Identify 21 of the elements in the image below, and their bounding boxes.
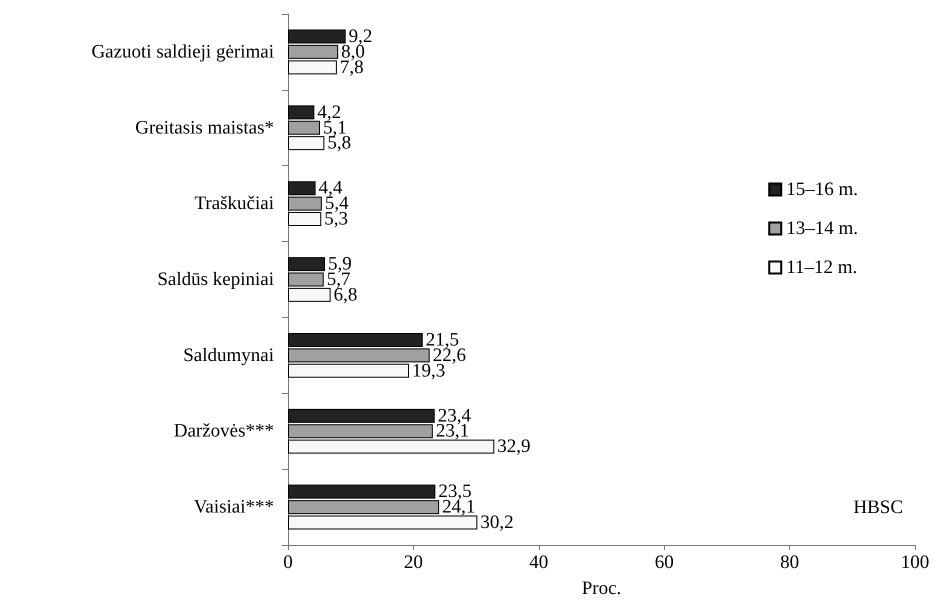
data-label: 30,2 [480,512,514,533]
legend-label: 11–12 m. [786,257,858,278]
x-tick-label: 100 [900,552,930,573]
legend-label: 15–16 m. [786,179,858,200]
y-tick-label: Greitasis maistas* [135,117,274,138]
x-axis-title: Proc. [582,578,622,599]
x-tick-label: 20 [404,552,423,573]
data-label: 19,3 [412,360,446,382]
y-tick-label: Saldumynai [183,344,274,366]
y-tick-label: Daržovės*** [174,420,274,442]
y-tick-label: Traškučiai [194,193,274,214]
y-tick-label: Vaisiai*** [194,496,274,518]
y-tick-label: Gazuoti saldieji gėrimai [91,41,274,62]
annotation: HBSC [853,497,904,518]
x-tick-label: 60 [654,552,674,573]
data-label: 32,9 [497,436,531,458]
x-tick-label: 40 [529,552,548,573]
x-tick-label: 80 [780,552,800,573]
x-tick-label: 0 [283,552,293,573]
legend-label: 13–14 m. [786,218,858,239]
y-tick-label: Saldūs kepiniai [157,269,274,290]
